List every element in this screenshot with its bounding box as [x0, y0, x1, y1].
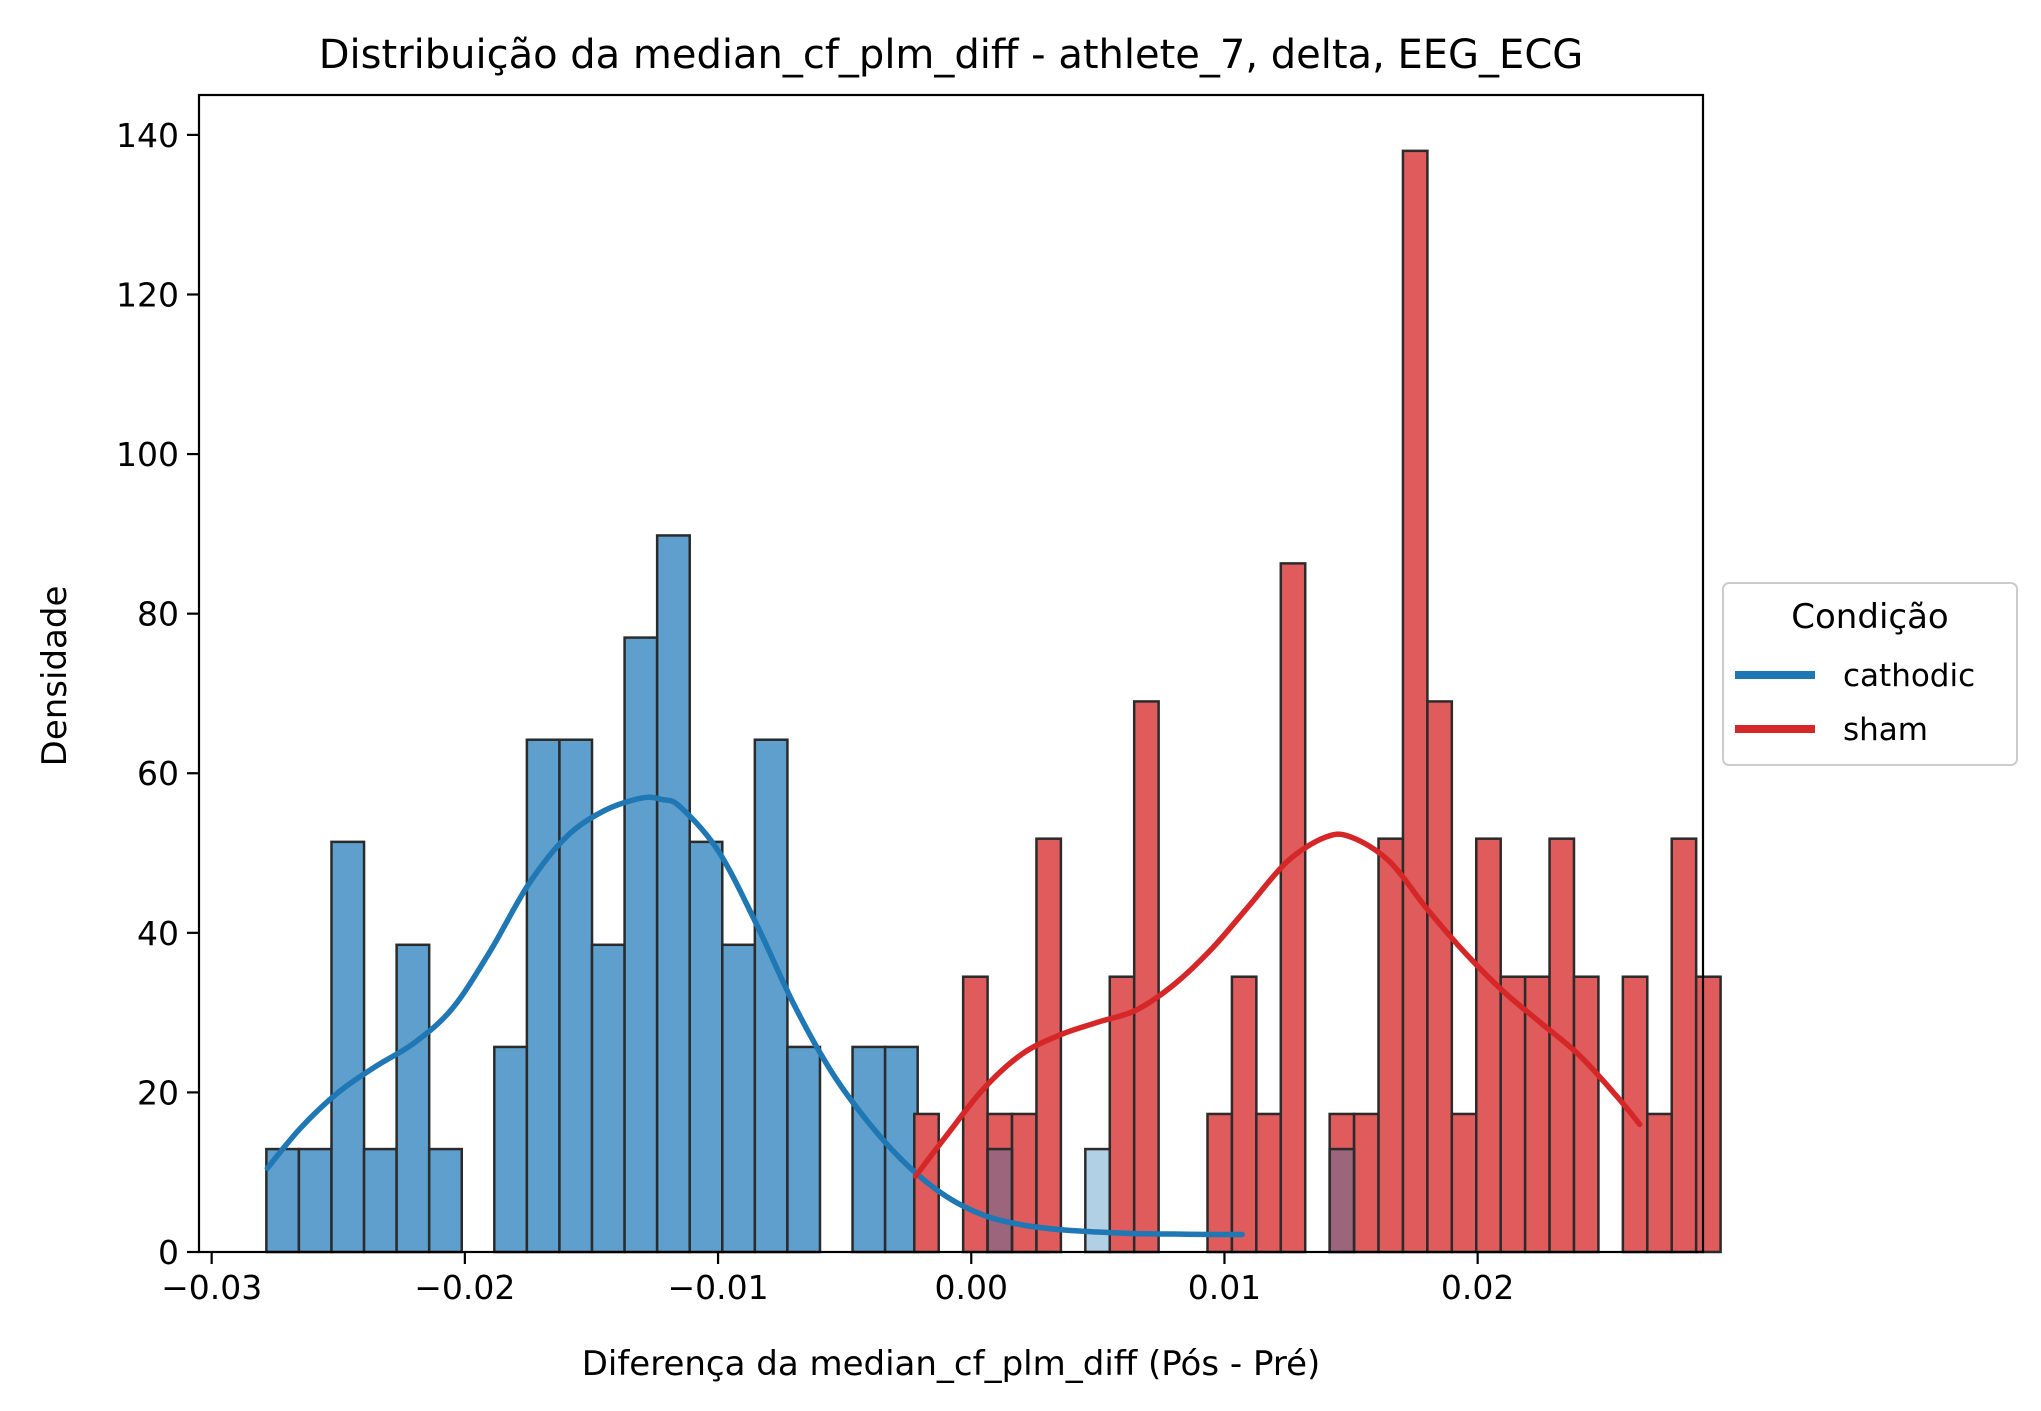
y-tick-label: 0	[158, 1233, 179, 1272]
histogram-bar-sham	[1475, 837, 1502, 1254]
histogram-bar-sham	[1352, 1112, 1380, 1254]
histogram-bar-sham	[1108, 975, 1136, 1254]
histogram-bar-sham	[1670, 837, 1698, 1254]
legend-frame	[1722, 582, 2018, 766]
histogram-bar-cathodic	[493, 1045, 529, 1254]
y-tick-label: 80	[137, 595, 179, 634]
plot-frame	[197, 93, 1705, 1254]
y-tick-label: 40	[137, 914, 179, 953]
histogram-bar-sham	[1255, 1112, 1283, 1254]
histogram-bar-sham	[1206, 1112, 1234, 1254]
histogram-bar-sham	[1450, 1112, 1478, 1254]
histogram-bar-sham	[1010, 1112, 1038, 1254]
histogram-bar-sham	[1426, 700, 1454, 1254]
legend: Condição cathodic sham	[1722, 582, 2018, 766]
histogram-bar-cathodic	[395, 943, 431, 1254]
histogram-bar-cathodic	[786, 1045, 822, 1254]
histogram-bar-cathodic	[688, 840, 724, 1254]
y-tick-label: 140	[116, 116, 179, 155]
histogram-bar-overlap	[986, 1147, 1014, 1254]
x-tick-label: 0.01	[1188, 1268, 1261, 1307]
y-axis-ticks: 0 20 40 60 80 100 120 140	[116, 116, 199, 1272]
y-tick-label: 100	[116, 435, 179, 474]
histogram-bar-sham	[1132, 700, 1160, 1254]
histogram-bar-cathodic	[851, 1045, 887, 1254]
histogram-bar-cathodic	[362, 1147, 398, 1254]
legend-label-cathodic: cathodic	[1843, 658, 1975, 694]
histogram-bar-sham	[1279, 562, 1307, 1254]
chart-title: Distribuição da median_cf_plm_diff - ath…	[319, 32, 1584, 78]
kde-layer	[264, 794, 1643, 1238]
histogram-bar-sham	[1572, 975, 1600, 1254]
histogram-bar-cathodic	[753, 738, 789, 1254]
y-tick-label: 120	[116, 275, 179, 314]
histogram-bar-cathodic	[525, 738, 561, 1254]
y-tick-label: 60	[137, 754, 179, 793]
legend-label-sham: sham	[1843, 712, 1928, 748]
histogram-bar-sham	[1499, 975, 1527, 1254]
histogram-bar-cathodic	[427, 1147, 463, 1254]
histogram-bar-sham	[1230, 975, 1258, 1254]
histogram-bar-sham	[1377, 837, 1405, 1254]
histogram-bar-cathodic	[330, 840, 366, 1254]
histogram-bar-cathodic	[590, 943, 626, 1254]
x-tick-label: −0.01	[667, 1268, 768, 1307]
kde-curve-sham	[912, 831, 1643, 1179]
x-tick-label: 0.02	[1441, 1268, 1514, 1307]
histogram-bar-cathodic	[655, 534, 691, 1254]
x-tick-label: 0.00	[935, 1268, 1008, 1307]
histogram-bar-sham	[1401, 149, 1429, 1254]
x-tick-label: −0.02	[414, 1268, 515, 1307]
kde-curve-cathodic	[264, 794, 1245, 1238]
histogram-bar-overlap	[1084, 1147, 1112, 1254]
histogram-bar-cathodic	[721, 943, 757, 1254]
histogram-bar-cathodic	[558, 738, 594, 1254]
y-axis-title: Densidade	[35, 586, 75, 767]
x-axis-ticks: −0.03 −0.02 −0.01 0.00 0.01 0.02	[161, 1252, 1514, 1307]
histogram-bar-cathodic	[297, 1147, 333, 1254]
y-tick-label: 20	[137, 1073, 179, 1112]
x-tick-label: −0.03	[161, 1268, 262, 1307]
legend-title: Condição	[1791, 597, 1948, 637]
bars-layer	[265, 149, 1722, 1254]
histogram-bar-sham	[1646, 1112, 1673, 1254]
x-axis-title: Diferença da median_cf_plm_diff (Pós - P…	[582, 1344, 1321, 1384]
histogram-bar-cathodic	[623, 636, 659, 1254]
histogram-bar-overlap	[1328, 1147, 1356, 1254]
histogram-bar-sham	[1694, 975, 1722, 1254]
